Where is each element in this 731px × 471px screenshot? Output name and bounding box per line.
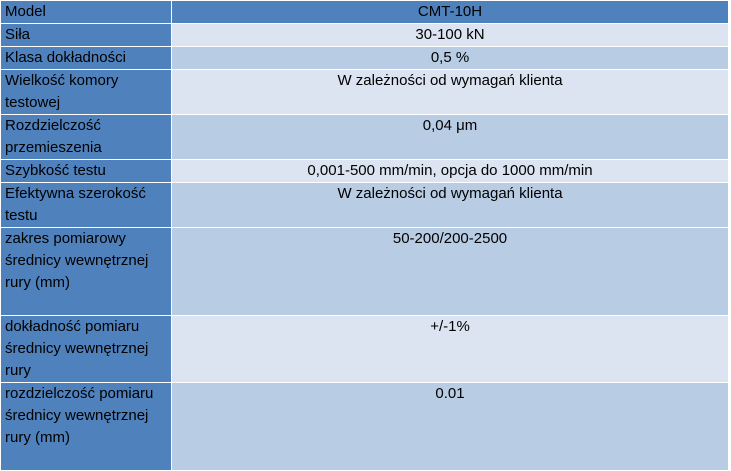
table-row: Szybkość testu 0,001-500 mm/min, opcja d…	[0, 159, 729, 183]
table-row: rozdzielczość pomiaru średnicy wewnętrzn…	[0, 382, 729, 471]
row-label: Siła	[0, 23, 172, 47]
row-label: Wielkość komory testowej	[0, 69, 172, 115]
row-label: Klasa dokładności	[0, 46, 172, 70]
table-row: Klasa dokładności 0,5 %	[0, 46, 729, 70]
row-value: 0,001-500 mm/min, opcja do 1000 mm/min	[171, 159, 729, 183]
table-header-row: Model CMT-10H	[0, 0, 729, 24]
table-row: Rozdzielczość przemieszenia 0,04 μm	[0, 114, 729, 160]
row-label: zakres pomiarowy średnicy wewnętrznej ru…	[0, 227, 172, 316]
table-row: Siła 30-100 kN	[0, 23, 729, 47]
row-value: 30-100 kN	[171, 23, 729, 47]
row-value: W zależności od wymagań klienta	[171, 69, 729, 115]
row-label: Efektywna szerokość testu	[0, 182, 172, 228]
row-label: rozdzielczość pomiaru średnicy wewnętrzn…	[0, 382, 172, 471]
row-label: Rozdzielczość przemieszenia	[0, 114, 172, 160]
row-value: 0.01	[171, 382, 729, 471]
row-value: +/-1%	[171, 315, 729, 383]
header-value-cell: CMT-10H	[171, 0, 729, 24]
row-value: W zależności od wymagań klienta	[171, 182, 729, 228]
row-value: 0,5 %	[171, 46, 729, 70]
row-value: 0,04 μm	[171, 114, 729, 160]
header-label-cell: Model	[0, 0, 172, 24]
row-label: Szybkość testu	[0, 159, 172, 183]
row-label: dokładność pomiaru średnicy wewnętrznej …	[0, 315, 172, 383]
table-row: zakres pomiarowy średnicy wewnętrznej ru…	[0, 227, 729, 316]
table-row: Wielkość komory testowej W zależności od…	[0, 69, 729, 115]
table-row: Efektywna szerokość testu W zależności o…	[0, 182, 729, 228]
row-value: 50-200/200-2500	[171, 227, 729, 316]
table-row: dokładność pomiaru średnicy wewnętrznej …	[0, 315, 729, 383]
